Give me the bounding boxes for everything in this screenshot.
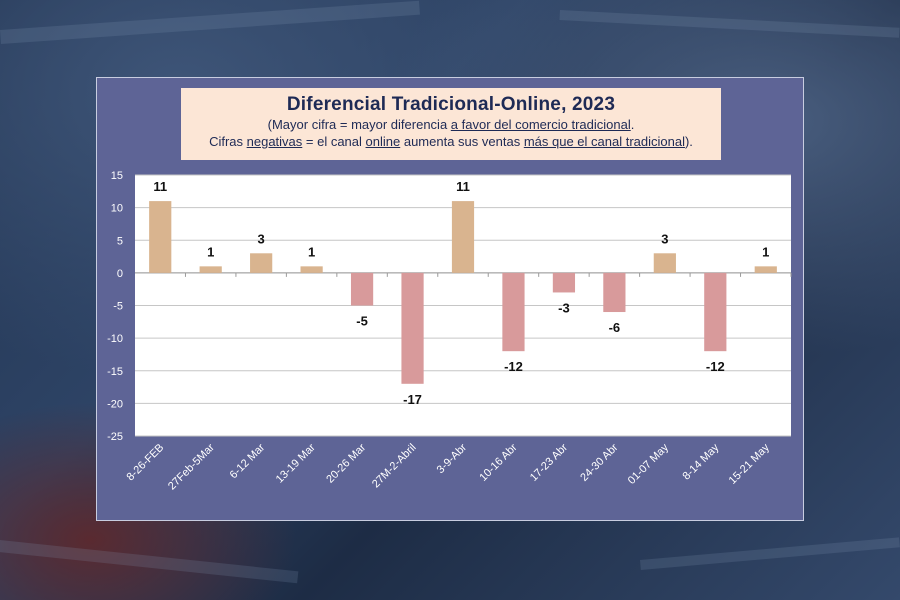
x-tick-label: 17-23 Abr [528, 441, 570, 483]
data-label: -5 [356, 314, 368, 329]
x-tick-label: 15-21 May [727, 441, 773, 487]
subtitle-2-underlined-2: online [365, 134, 401, 149]
x-tick-label: 10-16 Abr [477, 441, 519, 483]
bar [552, 272, 576, 293]
x-tick-label: 20-26 Mar [324, 441, 368, 485]
data-label: 1 [762, 244, 769, 259]
subtitle-2-mid-2: aumenta sus ventas [400, 134, 524, 149]
subtitle-1-underlined: a favor del comercio tradicional [450, 117, 631, 132]
subtitle-2-pre: Cifras [209, 134, 247, 149]
y-tick-label: -25 [107, 431, 123, 443]
data-label: -6 [609, 320, 621, 335]
x-tick-label: 6-12 Mar [228, 441, 268, 481]
y-tick-label: 0 [117, 268, 123, 280]
bar [451, 201, 475, 273]
bar [603, 272, 626, 313]
data-label: 3 [661, 231, 668, 246]
x-tick-label: 8-26-FEB [125, 442, 167, 484]
subtitle-2-mid-1: = el canal [302, 134, 366, 149]
chart-subtitle-line-1: (Mayor cifra = mayor diferencia a favor … [181, 116, 721, 133]
bar [502, 272, 525, 352]
data-label: -17 [403, 392, 422, 407]
chart-title-box: Diferencial Tradicional-Online, 2023 (Ma… [181, 88, 721, 160]
chart-panel: Diferencial Tradicional-Online, 2023 (Ma… [96, 77, 804, 521]
x-tick-label: 27M-2-Abril [370, 442, 419, 491]
y-tick-label: -15 [107, 366, 123, 378]
x-tick-label: 27Feb-5Mar [166, 441, 217, 492]
bar [350, 272, 374, 306]
y-tick-label: 10 [111, 203, 123, 215]
subtitle-2-underlined-3: más que el canal tradicional [523, 134, 685, 149]
chart-title: Diferencial Tradicional-Online, 2023 [286, 94, 616, 115]
subtitle-2-underlined-1: negativas [246, 134, 303, 149]
data-label: -12 [706, 359, 725, 374]
x-tick-label: 24-30 Abr [578, 441, 620, 483]
bar [653, 253, 676, 273]
bar [754, 266, 777, 273]
y-tick-label: -5 [113, 301, 123, 313]
subtitle-2-post: ). [684, 134, 693, 149]
data-label: 1 [207, 244, 214, 259]
bar [704, 272, 727, 352]
y-tick-label: -20 [107, 398, 123, 410]
data-label: 11 [456, 179, 470, 194]
bar [149, 201, 172, 273]
data-label: -12 [504, 359, 523, 374]
data-label: 3 [258, 231, 265, 246]
x-tick-label: 8-14 May [681, 441, 722, 482]
data-label: -3 [558, 300, 570, 315]
x-tick-label: 13-19 Mar [274, 441, 318, 485]
x-tick-label: 3-9-Abr [435, 441, 470, 476]
bar [250, 253, 273, 273]
bar [300, 266, 323, 273]
bar [401, 272, 424, 384]
bar-chart: 151050-5-10-15-20-25118-26-FEB127Feb-5Ma… [107, 170, 792, 492]
data-label: 11 [153, 179, 167, 194]
chart-subtitle-line-2: Cifras negativas = el canal online aumen… [181, 133, 721, 150]
x-tick-label: 01-07 May [626, 441, 672, 487]
data-label: 1 [308, 244, 315, 259]
subtitle-1-pre: (Mayor cifra = mayor diferencia [267, 117, 451, 132]
y-tick-label: 15 [111, 170, 123, 182]
y-tick-label: -10 [107, 333, 123, 345]
bar [199, 266, 222, 273]
subtitle-1-post: . [630, 117, 635, 132]
y-tick-label: 5 [117, 235, 123, 247]
